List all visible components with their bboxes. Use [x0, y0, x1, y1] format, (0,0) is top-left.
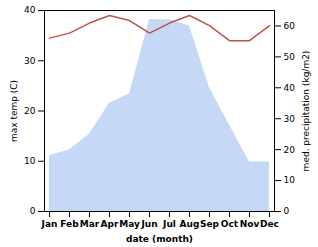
svg-text:max temp (C): max temp (C) — [9, 80, 19, 142]
svg-text:30: 30 — [24, 56, 36, 66]
svg-text:May: May — [119, 219, 140, 229]
svg-text:0: 0 — [30, 206, 36, 216]
svg-text:10: 10 — [24, 156, 36, 166]
svg-text:Apr: Apr — [101, 219, 119, 229]
svg-text:Feb: Feb — [60, 219, 79, 229]
svg-text:40: 40 — [284, 83, 296, 93]
svg-text:40: 40 — [24, 5, 36, 15]
svg-text:Jul: Jul — [162, 219, 176, 229]
svg-text:Jun: Jun — [140, 219, 157, 229]
svg-text:20: 20 — [24, 106, 36, 116]
svg-text:med. precipitation (kg/m2): med. precipitation (kg/m2) — [301, 51, 311, 172]
svg-text:60: 60 — [284, 21, 296, 31]
svg-text:10: 10 — [284, 175, 296, 185]
svg-text:Oct: Oct — [221, 219, 239, 229]
svg-text:Jan: Jan — [41, 219, 58, 229]
svg-text:0: 0 — [284, 206, 290, 216]
svg-text:Mar: Mar — [80, 219, 100, 229]
svg-text:date (month): date (month) — [126, 234, 193, 244]
svg-text:30: 30 — [284, 114, 296, 124]
svg-text:Nov: Nov — [240, 219, 260, 229]
svg-text:Aug: Aug — [180, 219, 200, 229]
svg-text:Dec: Dec — [260, 219, 279, 229]
svg-text:Sep: Sep — [200, 219, 220, 229]
svg-text:50: 50 — [284, 52, 296, 62]
svg-text:20: 20 — [284, 145, 296, 155]
